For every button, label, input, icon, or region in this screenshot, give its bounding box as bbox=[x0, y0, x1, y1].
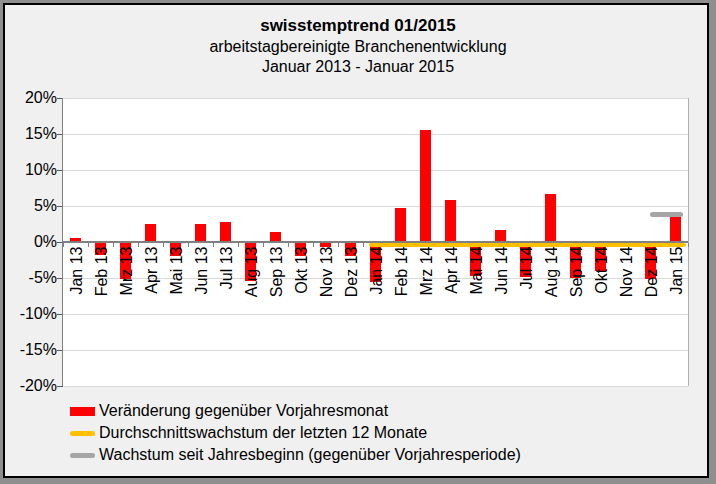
chart-window: swisstemptrend 01/2015 arbeitstagbereini… bbox=[0, 0, 716, 484]
x-axis-label: Sep 14 bbox=[567, 247, 584, 327]
bar-jan-15 bbox=[670, 216, 681, 242]
bar-aug-14 bbox=[545, 194, 556, 242]
y-axis-label: 0% bbox=[0, 233, 57, 251]
x-axis-label: Nov 14 bbox=[617, 247, 634, 327]
y-axis-label: 5% bbox=[0, 197, 57, 215]
x-axis-tick bbox=[263, 243, 264, 247]
x-axis-label: Jul 14 bbox=[517, 247, 534, 327]
x-axis-label: Sep 13 bbox=[267, 247, 284, 327]
x-axis-tick bbox=[313, 243, 314, 247]
x-axis-label: Dez 13 bbox=[342, 247, 359, 327]
chart-title: swisstemptrend 01/2015 bbox=[5, 16, 711, 36]
x-axis-tick bbox=[363, 243, 364, 247]
gray-line-swatch-icon bbox=[70, 453, 95, 458]
y-axis-label: 15% bbox=[0, 125, 57, 143]
x-axis-tick bbox=[288, 243, 289, 247]
y-axis-label: -10% bbox=[0, 305, 57, 323]
y-axis-label: 20% bbox=[0, 89, 57, 107]
x-axis-label: Jan 15 bbox=[667, 247, 684, 327]
y-axis-label: -15% bbox=[0, 341, 57, 359]
x-axis-label: Feb 13 bbox=[92, 247, 109, 327]
bar-apr-13 bbox=[145, 224, 156, 242]
gridline--20 bbox=[63, 386, 688, 387]
x-axis-label: Jul 13 bbox=[217, 247, 234, 327]
x-axis-label: Jun 13 bbox=[192, 247, 209, 327]
x-axis-label: Aug 13 bbox=[242, 247, 259, 327]
x-axis-label: Apr 14 bbox=[442, 247, 459, 327]
x-axis-tick bbox=[88, 243, 89, 247]
bar-feb-14 bbox=[395, 208, 406, 242]
x-axis-label: Mai 14 bbox=[467, 247, 484, 327]
gridline-15 bbox=[63, 134, 688, 135]
x-axis-tick bbox=[238, 243, 239, 247]
x-axis-label: Feb 14 bbox=[392, 247, 409, 327]
bar-jul-13 bbox=[220, 222, 231, 242]
x-axis-tick bbox=[138, 243, 139, 247]
x-axis-tick bbox=[113, 243, 114, 247]
x-axis-tick bbox=[163, 243, 164, 247]
x-axis-label: Mrz 13 bbox=[117, 247, 134, 327]
x-axis-label: Jan 14 bbox=[367, 247, 384, 327]
legend-label: Wachstum seit Jahresbeginn (gegenüber Vo… bbox=[99, 445, 521, 465]
x-axis-label: Apr 13 bbox=[142, 247, 159, 327]
bar-apr-14 bbox=[445, 200, 456, 242]
gridline--15 bbox=[63, 350, 688, 351]
legend-label: Veränderung gegenüber Vorjahresmonat bbox=[99, 401, 388, 421]
chart-period: Januar 2013 - Januar 2015 bbox=[5, 58, 711, 76]
ytd-growth-line bbox=[650, 212, 683, 217]
x-axis-label: Dez 14 bbox=[642, 247, 659, 327]
legend-label: Durchschnittswachstum der letzten 12 Mon… bbox=[99, 423, 427, 443]
x-axis-label: Mai 13 bbox=[167, 247, 184, 327]
x-axis-label: Mrz 14 bbox=[417, 247, 434, 327]
x-axis-tick bbox=[338, 243, 339, 247]
x-axis-tick bbox=[688, 243, 689, 247]
y-axis-label: -20% bbox=[0, 377, 57, 395]
x-axis-label: Jan 13 bbox=[67, 247, 84, 327]
chart-subtitle: arbeitstagbereinigte Branchenentwicklung bbox=[5, 38, 711, 56]
x-axis-label: Aug 14 bbox=[542, 247, 559, 327]
x-axis-tick bbox=[63, 243, 64, 247]
x-axis-label: Okt 14 bbox=[592, 247, 609, 327]
x-axis-label: Jun 14 bbox=[492, 247, 509, 327]
x-axis-label: Okt 13 bbox=[292, 247, 309, 327]
y-axis-label: 10% bbox=[0, 161, 57, 179]
x-axis-tick bbox=[188, 243, 189, 247]
gridline-5 bbox=[63, 206, 688, 207]
x-axis-tick bbox=[213, 243, 214, 247]
orange-line-swatch-icon bbox=[70, 431, 95, 436]
gridline-10 bbox=[63, 170, 688, 171]
gridline-20 bbox=[63, 98, 688, 99]
x-axis-label: Nov 13 bbox=[317, 247, 334, 327]
bar-mrz-14 bbox=[420, 130, 431, 242]
y-axis-label: -5% bbox=[0, 269, 57, 287]
y-axis-line bbox=[62, 98, 63, 386]
bar-jun-13 bbox=[195, 224, 206, 242]
y-tick bbox=[57, 386, 63, 387]
red-bar-swatch-icon bbox=[70, 407, 95, 416]
